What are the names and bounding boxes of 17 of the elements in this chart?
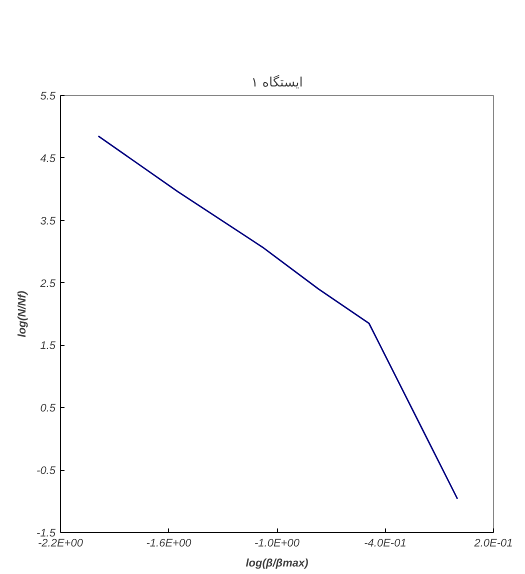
x-tick-label: -4.0E-01 xyxy=(364,538,406,550)
x-tick-label: -1.0E+00 xyxy=(254,538,300,550)
x-tick-label: 2.0E-01 xyxy=(473,538,513,550)
y-tick-label: -1.5 xyxy=(36,528,56,540)
y-tick-label: 3.5 xyxy=(40,215,56,228)
x-tick-label: -1.6E+00 xyxy=(146,538,192,550)
line-series xyxy=(98,135,458,500)
y-tick-label: -0.5 xyxy=(36,465,56,478)
y-tick-label: 2.5 xyxy=(39,278,56,290)
chart-title: ایستگاه ۱ xyxy=(251,74,303,90)
y-tick-label: 0.5 xyxy=(40,402,56,415)
y-tick-label: 1.5 xyxy=(40,340,56,352)
x-tick-label: -2.2E+00 xyxy=(38,538,84,550)
x-axis-title: log(β/βmax) xyxy=(246,558,309,570)
y-tick-label: 4.5 xyxy=(40,152,56,165)
y-axis-title: log(N/Nf) xyxy=(16,290,29,338)
y-tick-label: 5.5 xyxy=(40,90,56,102)
